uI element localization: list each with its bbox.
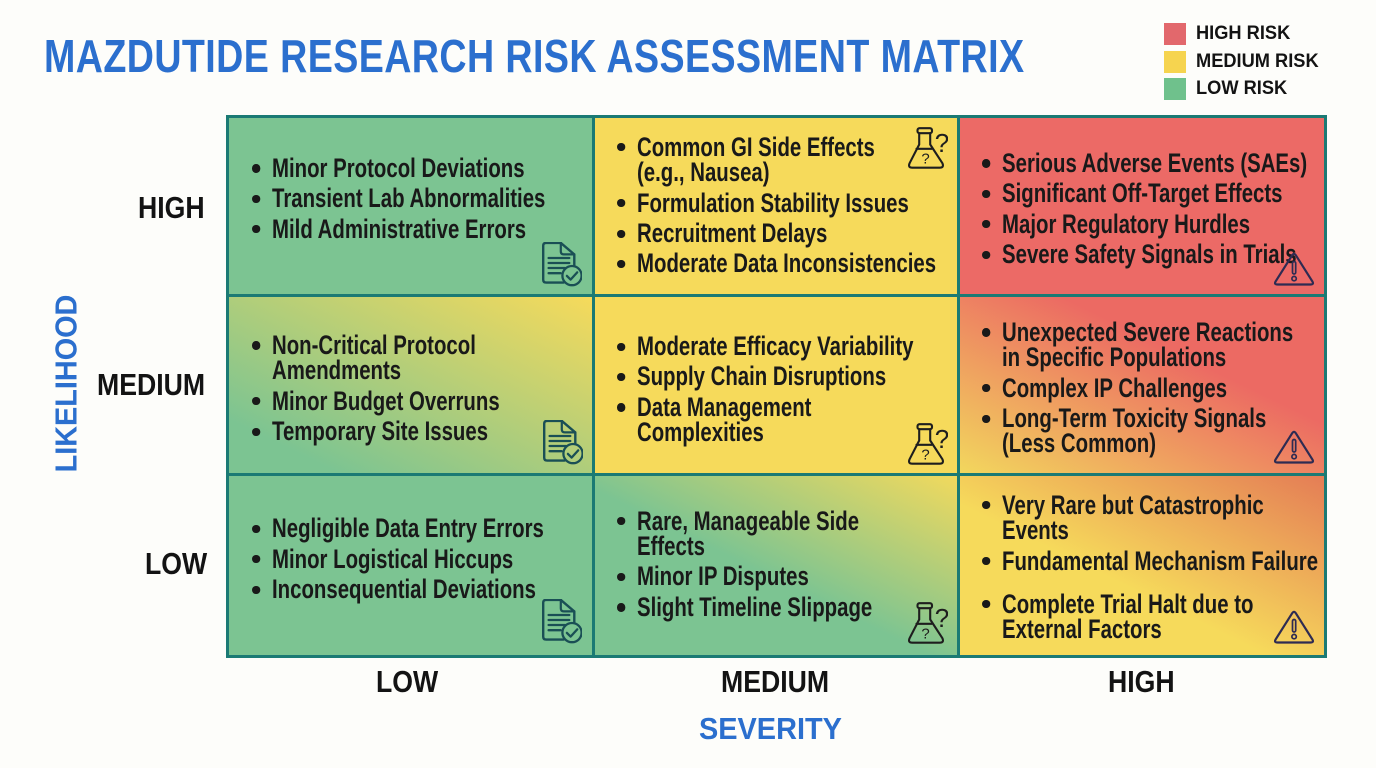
svg-text:?: ? — [935, 128, 948, 158]
svg-text:?: ? — [921, 626, 929, 643]
svg-text:?: ? — [921, 151, 929, 168]
svg-text:?: ? — [935, 424, 948, 454]
svg-text:?: ? — [921, 447, 929, 464]
svg-text:?: ? — [935, 603, 948, 633]
